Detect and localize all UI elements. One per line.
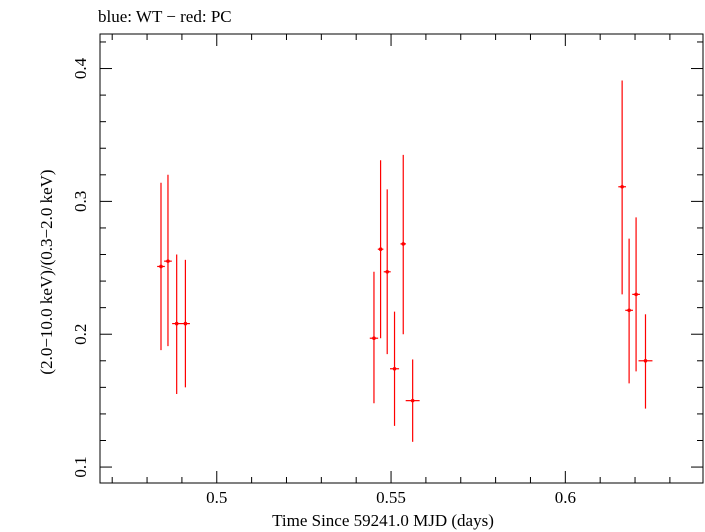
x-axis-ticks	[111, 34, 671, 483]
point-marker	[410, 398, 415, 403]
data-point	[405, 359, 420, 442]
point-marker	[159, 264, 163, 269]
chart-title: blue: WT − red: PC	[98, 7, 232, 26]
plot-frame	[99, 33, 704, 484]
data-point	[157, 182, 165, 351]
point-marker	[627, 308, 631, 313]
point-marker	[378, 247, 383, 252]
point-marker	[634, 292, 638, 297]
data-series-pc	[157, 80, 653, 442]
data-point	[618, 80, 626, 295]
data-point	[164, 174, 172, 347]
x-axis-label: Time Since 59241.0 MJD (days)	[272, 511, 494, 530]
y-tick-label: 0.3	[71, 191, 90, 212]
data-point	[369, 271, 379, 404]
point-marker	[385, 269, 390, 274]
y-tick-label: 0.1	[71, 456, 90, 477]
x-tick-label: 0.5	[206, 488, 227, 507]
point-marker	[620, 184, 624, 189]
y-axis-label: (2.0−10.0 keV)/(0.3−2.0 keV)	[37, 169, 56, 374]
data-point	[400, 154, 407, 335]
point-marker	[643, 358, 648, 363]
y-tick-label: 0.2	[71, 324, 90, 345]
point-marker	[166, 259, 170, 263]
data-point	[172, 254, 182, 394]
y-axis-ticks	[100, 41, 703, 468]
data-point	[625, 238, 633, 384]
point-marker	[372, 336, 376, 341]
data-point	[389, 311, 400, 426]
data-point	[383, 189, 391, 355]
data-point	[377, 160, 384, 339]
x-tick-label: 0.55	[376, 488, 406, 507]
point-marker	[401, 242, 406, 246]
x-tick-label: 0.6	[555, 488, 576, 507]
point-marker	[183, 321, 188, 326]
point-marker	[174, 321, 179, 326]
y-axis-tick-labels: 0.1 0.2 0.3 0.4	[71, 57, 90, 477]
point-marker	[392, 366, 397, 371]
x-axis-tick-labels: 0.5 0.55 0.6	[206, 488, 576, 507]
data-point	[632, 217, 640, 372]
data-point	[180, 259, 190, 388]
data-point	[638, 314, 653, 409]
y-tick-label: 0.4	[71, 57, 90, 79]
